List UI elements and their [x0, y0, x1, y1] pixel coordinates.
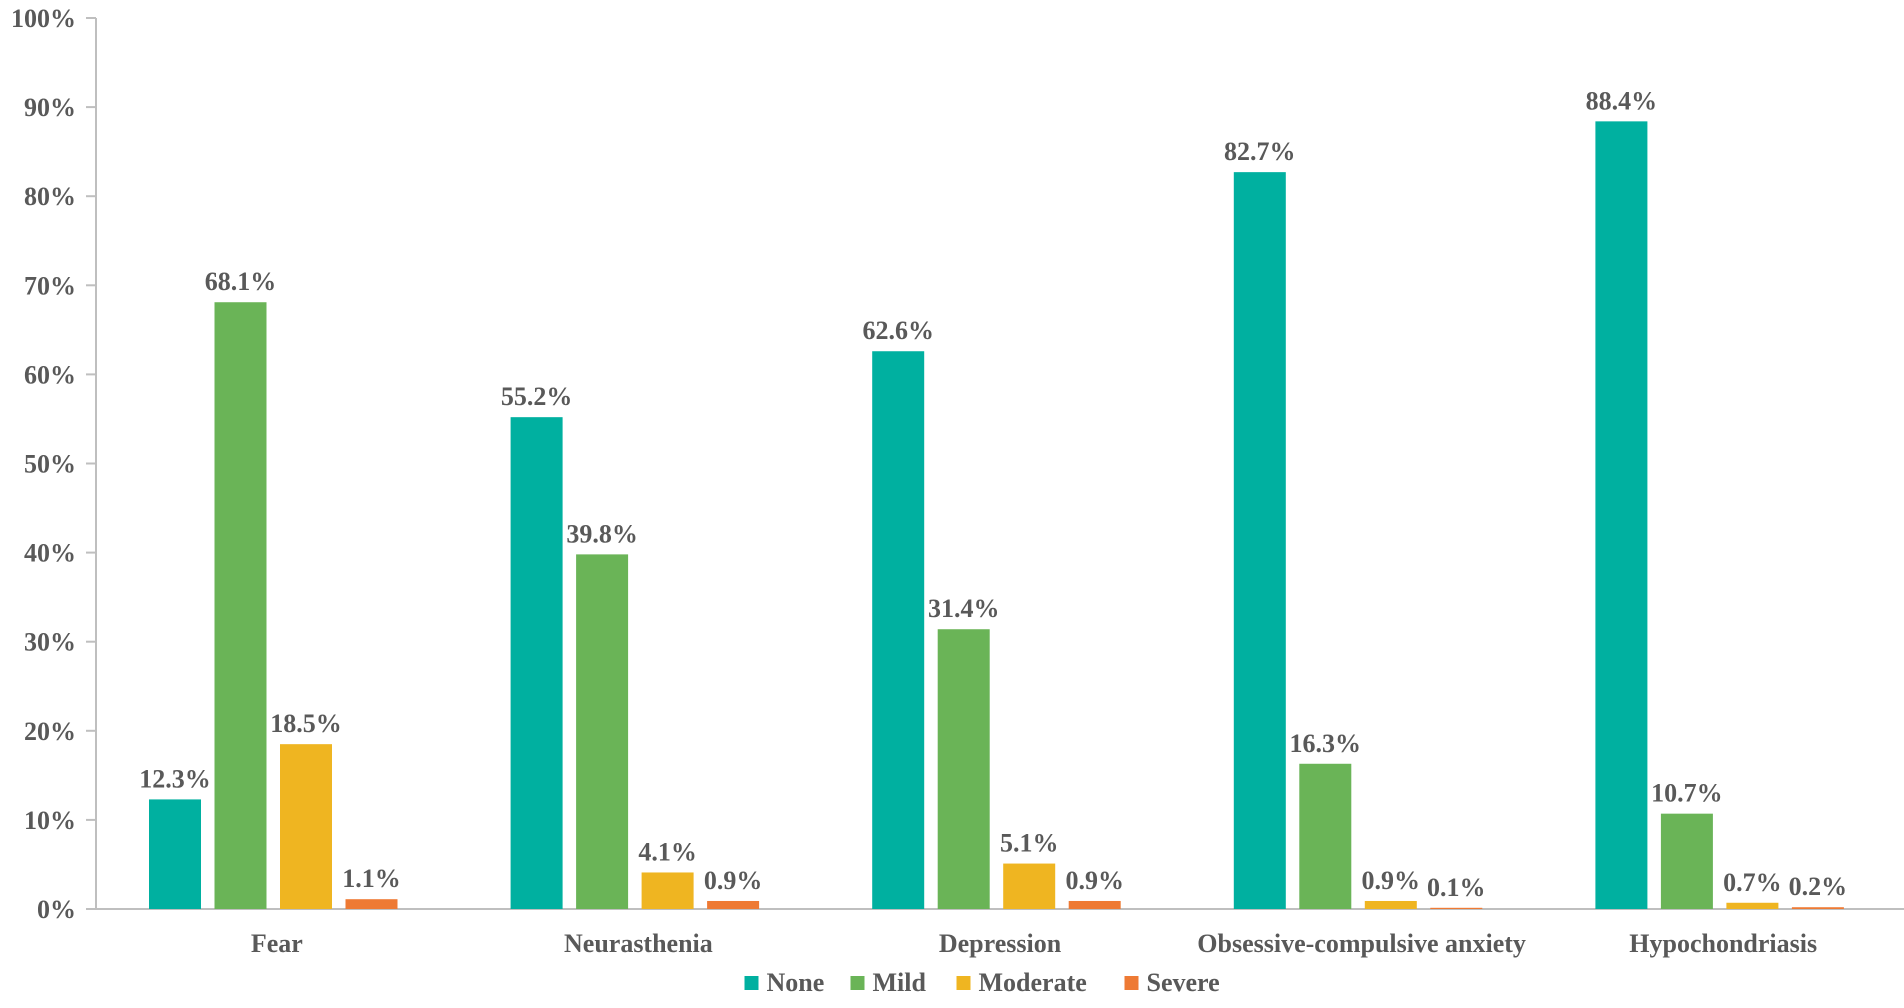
- data-label: 10.7%: [1651, 779, 1723, 808]
- bar-none: [1595, 121, 1648, 909]
- legend-swatch-none: [744, 976, 759, 990]
- data-label: 88.4%: [1586, 86, 1658, 115]
- data-label: 4.1%: [638, 837, 697, 866]
- y-tick-label: 40%: [24, 539, 76, 568]
- bar-moderate: [1726, 902, 1779, 909]
- y-tick-label: 20%: [24, 717, 76, 746]
- y-tick-label: 80%: [24, 182, 76, 211]
- x-category-label: Hypochondriasis: [1629, 929, 1817, 958]
- data-label: 62.6%: [862, 316, 934, 345]
- bar-moderate: [280, 744, 332, 909]
- x-category-label: Neurasthenia: [564, 929, 713, 958]
- data-label: 0.9%: [1065, 866, 1124, 895]
- legend-label-moderate: Moderate: [979, 968, 1087, 997]
- y-tick-label: 10%: [24, 806, 76, 835]
- legend-label-none: None: [767, 968, 825, 997]
- y-tick-label: 50%: [24, 450, 76, 479]
- data-label: 12.3%: [139, 764, 211, 793]
- bar-mild: [214, 302, 267, 909]
- data-label: 39.8%: [566, 519, 638, 548]
- bar-mild: [576, 554, 629, 909]
- data-label: 16.3%: [1290, 729, 1362, 758]
- legend-swatch-severe: [1124, 976, 1139, 990]
- bar-severe: [1791, 907, 1844, 909]
- data-label: 82.7%: [1224, 137, 1296, 166]
- y-tick-label: 90%: [24, 93, 76, 122]
- data-label: 1.1%: [342, 864, 401, 893]
- legend-swatch-mild: [850, 976, 865, 990]
- bar-moderate: [641, 872, 694, 909]
- bar-mild: [1660, 813, 1713, 909]
- data-label: 0.1%: [1427, 873, 1486, 902]
- data-label: 0.9%: [1362, 866, 1421, 895]
- bar-severe: [345, 899, 398, 909]
- legend: None Mild Moderate Severe: [744, 968, 1220, 997]
- data-label: 0.2%: [1789, 872, 1848, 901]
- bar-severe: [707, 900, 760, 909]
- bar-none: [872, 351, 925, 909]
- bar-severe: [1068, 900, 1121, 909]
- data-label: 31.4%: [928, 594, 1000, 623]
- data-label: 5.1%: [1000, 829, 1059, 858]
- bar-mild: [937, 629, 990, 909]
- y-tick-label: 0%: [37, 895, 76, 924]
- y-tick-label: 100%: [11, 4, 76, 33]
- bar-none: [1233, 172, 1286, 909]
- y-tick-label: 70%: [24, 271, 76, 300]
- x-category-label: Obsessive-compulsive anxiety: [1197, 929, 1526, 958]
- x-axis: Fear Neurasthenia Depression Obsessive-comp…: [96, 908, 1904, 958]
- y-tick-label: 60%: [24, 360, 76, 389]
- bar-none: [149, 799, 201, 909]
- bar-none: [510, 417, 563, 909]
- bars-group: [149, 121, 1844, 909]
- data-label: 55.2%: [501, 382, 573, 411]
- bar-moderate: [1364, 900, 1417, 909]
- data-labels-group: 12.3% 55.2% 62.6% 82.7% 88.4% 68.1% 39.8% 31.4%…: [139, 86, 1847, 902]
- data-label: 68.1%: [205, 267, 277, 296]
- x-category-label: Fear: [251, 929, 303, 958]
- bar-severe: [1430, 907, 1483, 909]
- y-tick-label: 30%: [24, 628, 76, 657]
- y-axis: 0% 10% 20% 30% 40% 50% 60% 70% 80% 90% 100%: [11, 4, 97, 924]
- data-label: 0.7%: [1723, 868, 1782, 897]
- x-category-label: Depression: [939, 929, 1062, 958]
- legend-label-mild: Mild: [873, 968, 927, 997]
- bar-moderate: [1003, 863, 1056, 909]
- data-label: 18.5%: [270, 709, 342, 738]
- legend-swatch-moderate: [956, 976, 971, 990]
- legend-label-severe: Severe: [1147, 968, 1220, 997]
- data-label: 0.9%: [704, 866, 763, 895]
- bar-mild: [1299, 763, 1352, 909]
